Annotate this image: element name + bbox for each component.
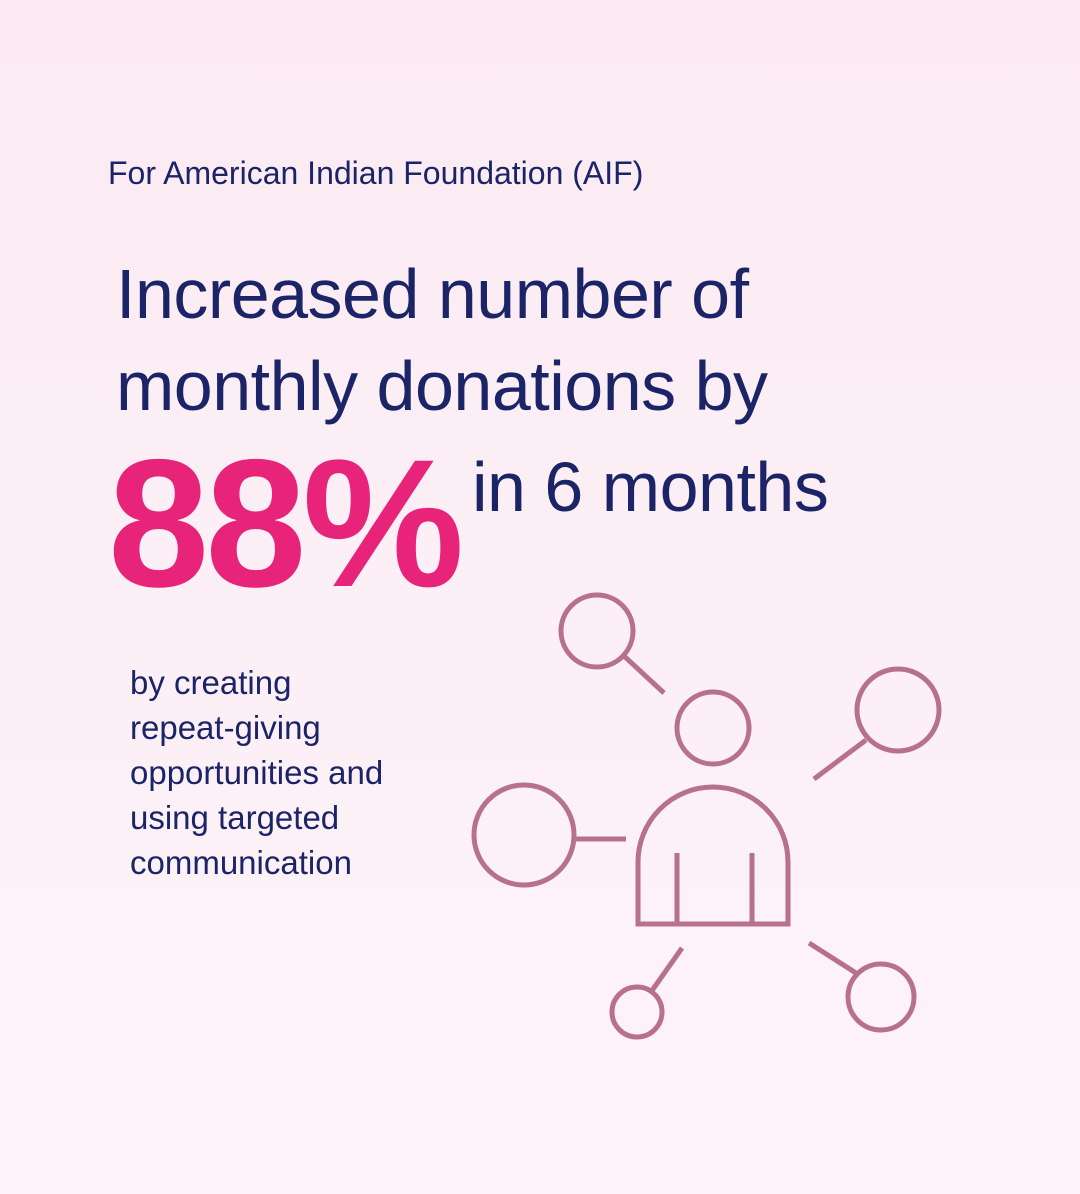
headline-line-2: monthly donations by [116,347,768,425]
headline: Increased number of monthly donations by [116,248,768,432]
description-line: by creating [130,664,292,701]
node-bottom-right [845,961,917,1033]
person-head [674,689,752,767]
person-body [635,784,791,927]
node-top-left [558,592,636,670]
description-line: using targeted [130,799,340,836]
organization-subtitle: For American Indian Foundation (AIF) [108,155,644,191]
connector-bottom-left [648,946,685,994]
node-bottom-left [609,984,665,1040]
connector-bottom-right [807,940,858,976]
stat-timeframe: in 6 months [472,448,829,526]
connector-top-right [812,738,868,781]
node-left [471,782,577,888]
headline-line-1: Increased number of [116,255,749,333]
description-line: opportunities and [130,754,384,791]
node-top-right [854,666,942,754]
description: by creating repeat-giving opportunities … [130,660,450,885]
stat-percentage: 88% [108,421,464,625]
connector-top-left [622,654,666,695]
description-line: repeat-giving [130,709,321,746]
description-line: communication [130,844,352,881]
